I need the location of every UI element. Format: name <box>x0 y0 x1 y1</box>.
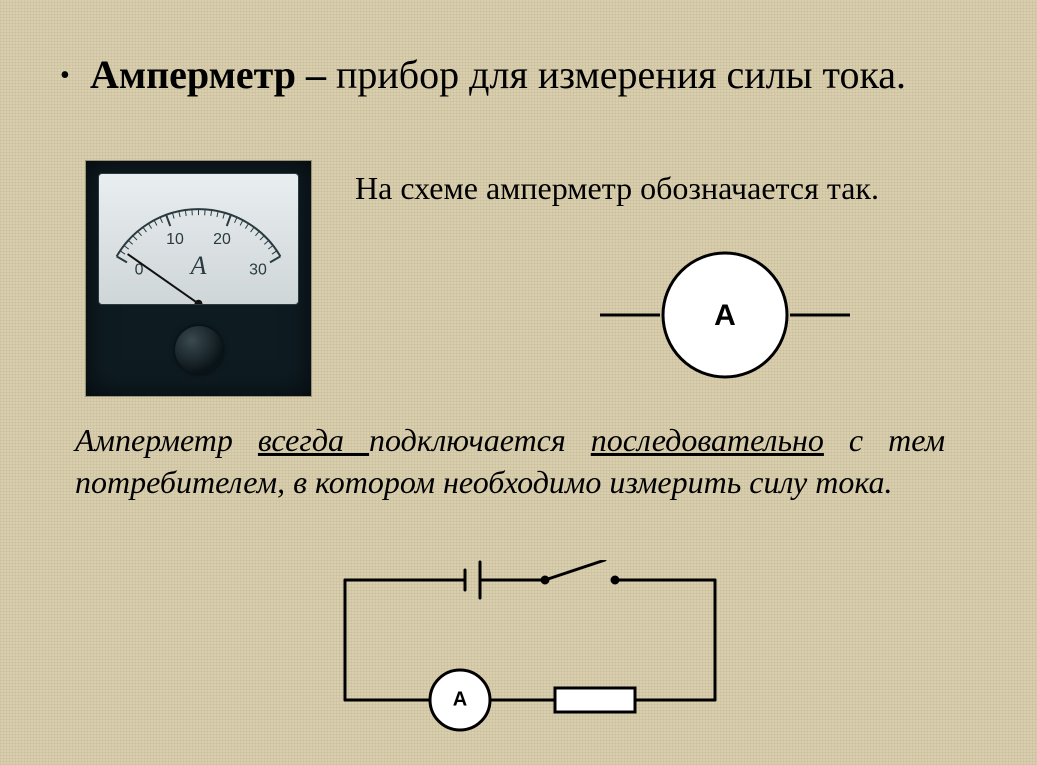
svg-text:20: 20 <box>213 231 231 248</box>
slide: • Амперметр – прибор для измерения силы … <box>0 0 1037 765</box>
rule-part-2: подключается <box>369 422 591 458</box>
svg-text:A: A <box>453 688 467 710</box>
svg-text:A: A <box>189 251 207 280</box>
ammeter-symbol-diagram: А <box>590 235 860 395</box>
title: Амперметр – прибор для измерения силы то… <box>90 50 920 100</box>
circuit-diagram: A <box>315 560 745 735</box>
title-term: Амперметр – <box>90 52 336 97</box>
ammeter-photo: 0102030A <box>85 160 312 397</box>
ammeter-knob <box>175 326 223 374</box>
bullet-marker: • <box>60 62 70 90</box>
rule-part-1: Амперметр <box>75 422 258 458</box>
rule-underline-2: последовательно <box>591 422 824 458</box>
svg-text:30: 30 <box>249 261 267 278</box>
svg-text:А: А <box>714 299 736 332</box>
rule-underline-1: всегда <box>258 422 369 458</box>
symbol-caption: На схеме амперметр обозначается так. <box>355 170 975 207</box>
ammeter-dial-face: 0102030A <box>98 173 299 305</box>
connection-rule: Амперметр всегда подключается последоват… <box>75 420 945 503</box>
title-definition: прибор для измерения силы тока. <box>336 52 906 97</box>
svg-text:10: 10 <box>166 231 184 248</box>
ammeter-dial-svg: 0102030A <box>99 174 298 304</box>
